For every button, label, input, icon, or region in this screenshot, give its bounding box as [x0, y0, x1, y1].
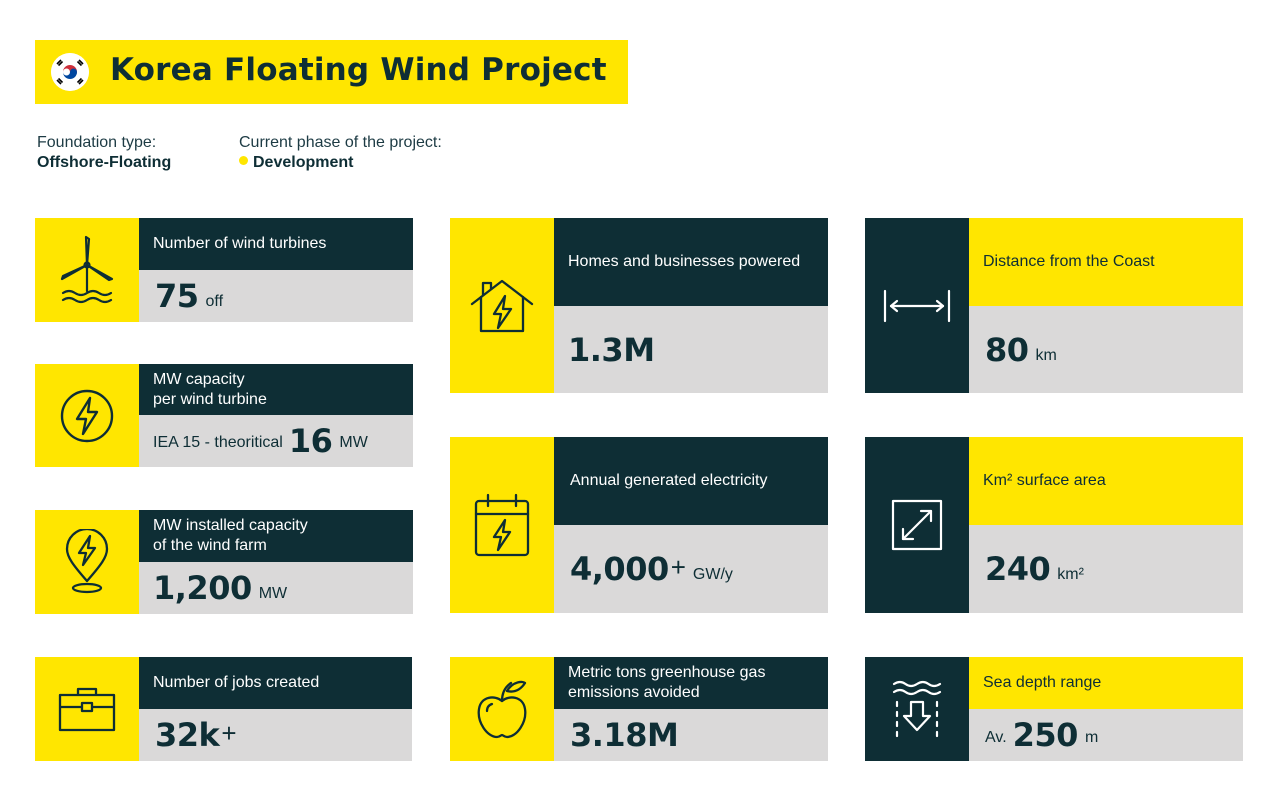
briefcase-icon [35, 657, 139, 761]
card-distance: Distance from the Coast 80 km [865, 218, 1243, 393]
card-annual-label: Annual generated electricity [570, 472, 768, 489]
card-homes-body: 1.3M [554, 306, 828, 393]
foundation-value: Offshore-Floating [37, 154, 172, 171]
card-turbines-unit: off [205, 293, 224, 310]
card-surface-body: 240 km² [969, 525, 1243, 613]
card-emissions-label2: emissions avoided [568, 684, 700, 701]
card-installed: MW installed capacity of the wind farm 1… [35, 510, 413, 614]
sea-depth-icon [865, 657, 969, 761]
card-jobs-plus: + [221, 717, 237, 748]
card-jobs-value: 32k [155, 716, 220, 754]
page-title: Korea Floating Wind Project [110, 52, 607, 88]
card-annual-body: 4,000 + GW/y [554, 525, 828, 613]
card-annual-plus: + [670, 551, 686, 582]
card-installed-label2: of the wind farm [153, 537, 267, 554]
card-depth-unit: m [1084, 729, 1099, 746]
card-homes-head: Homes and businesses powered [554, 218, 828, 306]
card-jobs-head: Number of jobs created [139, 657, 412, 709]
status-dot-icon [239, 156, 248, 166]
card-turbines-label: Number of wind turbines [153, 235, 327, 252]
card-capacity-per-head: MW capacity per wind turbine [139, 364, 413, 415]
card-surface-label: Km² surface area [983, 472, 1106, 489]
card-capacity-per-label2: per wind turbine [153, 390, 267, 408]
card-depth-prefix: Av. [985, 729, 1007, 746]
card-jobs: Number of jobs created 32k + [35, 657, 412, 761]
card-annual-head: Annual generated electricity [554, 437, 828, 525]
card-installed-body: 1,200 MW [139, 562, 413, 614]
card-depth-head: Sea depth range [969, 657, 1243, 709]
card-installed-value: 1,200 [153, 569, 252, 607]
phase-value: Development [253, 154, 354, 171]
card-jobs-label: Number of jobs created [153, 674, 320, 691]
card-turbines-body: 75 off [139, 270, 413, 322]
card-surface-head: Km² surface area [969, 437, 1243, 525]
apple-icon [450, 657, 554, 761]
card-depth-label: Sea depth range [983, 674, 1102, 691]
distance-arrow-icon [865, 218, 969, 393]
location-lightning-icon [35, 510, 139, 614]
card-installed-unit: MW [258, 585, 288, 602]
card-depth: Sea depth range Av. 250 m [865, 657, 1243, 761]
phase-info: Current phase of the project: Developmen… [239, 133, 442, 173]
foundation-info: Foundation type: Offshore-Floating [37, 133, 171, 173]
card-distance-body: 80 km [969, 306, 1243, 393]
diagonal-expand-icon [865, 437, 969, 613]
card-distance-value: 80 [985, 330, 1029, 369]
house-lightning-icon [450, 218, 554, 393]
card-capacity-per-body: IEA 15 - theoritical 16 MW [139, 415, 413, 467]
card-capacity-per-unit: MW [339, 434, 368, 451]
card-homes-value: 1.3M [568, 330, 655, 369]
card-distance-unit: km [1035, 346, 1057, 364]
card-distance-head: Distance from the Coast [969, 218, 1243, 306]
card-depth-body: Av. 250 m [969, 709, 1243, 761]
card-annual-value: 4,000 [570, 550, 669, 588]
card-turbines-head: Number of wind turbines [139, 218, 413, 270]
title-banner: Korea Floating Wind Project [35, 40, 628, 104]
card-depth-value: 250 [1012, 716, 1079, 754]
calendar-lightning-icon [450, 437, 554, 613]
card-surface: Km² surface area 240 km² [865, 437, 1243, 613]
card-emissions: Metric tons greenhouse gas emissions avo… [450, 657, 828, 761]
wind-turbine-icon [35, 218, 139, 322]
card-annual-unit: GW/y [692, 566, 733, 583]
lightning-circle-icon [35, 364, 139, 467]
phase-label: Current phase of the project: [239, 134, 442, 151]
card-surface-unit: km² [1057, 566, 1084, 583]
south-korea-flag-icon [51, 53, 89, 91]
card-homes-label: Homes and businesses powered [568, 253, 801, 270]
card-capacity-per-value: 16 [288, 422, 333, 460]
card-emissions-head: Metric tons greenhouse gas emissions avo… [554, 657, 828, 709]
card-emissions-body: 3.18M [554, 709, 828, 761]
card-turbines: Number of wind turbines 75 off [35, 218, 413, 322]
card-homes: Homes and businesses powered 1.3M [450, 218, 828, 393]
card-installed-head: MW installed capacity of the wind farm [139, 510, 413, 562]
card-emissions-value: 3.18M [570, 716, 679, 754]
card-capacity-per-prefix: IEA 15 - theoritical [153, 434, 283, 451]
card-annual: Annual generated electricity 4,000 + GW/y [450, 437, 828, 613]
card-jobs-body: 32k + [139, 709, 412, 761]
card-capacity-per: MW capacity per wind turbine IEA 15 - th… [35, 364, 413, 467]
phase-value-wrap: Development [239, 153, 442, 173]
card-surface-value: 240 [985, 550, 1051, 588]
card-installed-label1: MW installed capacity [153, 517, 308, 534]
foundation-label: Foundation type: [37, 134, 157, 151]
card-emissions-label1: Metric tons greenhouse gas [568, 664, 766, 681]
card-distance-label: Distance from the Coast [983, 253, 1155, 270]
card-turbines-value: 75 [155, 277, 199, 315]
card-capacity-per-label1: MW capacity [153, 370, 245, 388]
